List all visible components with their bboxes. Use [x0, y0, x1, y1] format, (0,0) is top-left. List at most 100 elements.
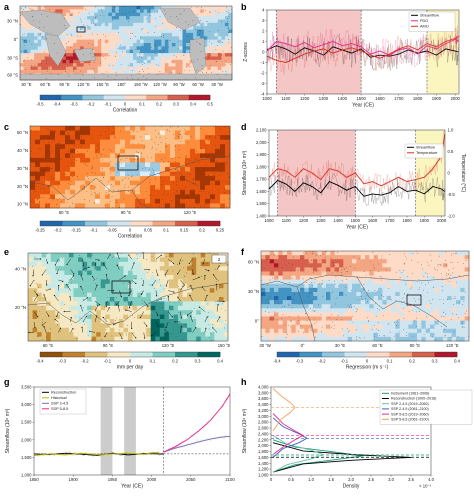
panel-a-colorbar-cell [153, 95, 161, 100]
svg-c-significance-dot [185, 205, 187, 207]
svg-f-cell [330, 324, 336, 330]
svg-a-cell [133, 16, 137, 20]
svg-e-lon-tick: 150 °E [218, 343, 231, 348]
svg-a-cell [65, 36, 70, 41]
svg-c-significance-dot [69, 206, 70, 207]
svg-a-frame [19, 5, 233, 81]
svg-f-cell [261, 320, 266, 326]
svg-a-cell [203, 29, 208, 34]
svg-e-significance-dot [175, 336, 177, 338]
svg-c-cell [175, 126, 181, 131]
svg-e-cell [164, 301, 170, 307]
svg-a-cell [175, 46, 180, 51]
svg-a-cell [111, 49, 116, 54]
svg-f-cell [321, 328, 327, 334]
svg-c-cell [80, 135, 86, 141]
svg-c-significance-dot [91, 168, 93, 169]
svg-a-cell [73, 26, 77, 30]
svg-e-cell [150, 327, 156, 333]
svg-f-cell [282, 300, 288, 305]
svg-c-significance-dot [108, 193, 109, 195]
svg-e-cell [109, 305, 115, 311]
svg-f-cell [291, 324, 297, 330]
svg-c-cell [35, 130, 41, 136]
svg-e-cell [173, 292, 179, 298]
svg-c-cell [105, 203, 111, 209]
svg-f-cell [295, 283, 301, 289]
svg-a-cell [20, 29, 24, 34]
svg-c-cell [170, 203, 176, 209]
svg-a-cell [118, 12, 123, 17]
svg-a-significance-dot [31, 67, 33, 68]
svg-c-cell [45, 203, 51, 209]
svg-a-cell [73, 32, 77, 37]
svg-a-cell [48, 69, 53, 74]
svg-c-cell [210, 176, 216, 182]
svg-e-cell [37, 319, 43, 324]
svg-f-cell [287, 251, 292, 256]
svg-e-cell [96, 288, 102, 293]
svg-e-cell [155, 305, 161, 311]
svg-a-cell [80, 66, 84, 71]
svg-c-cell [205, 148, 211, 154]
svg-e-cell [50, 292, 56, 298]
svg-a-cell [186, 29, 190, 34]
svg-c-significance-dot [204, 204, 205, 206]
svg-c-significance-dot [60, 159, 62, 160]
svg-f-cell [278, 312, 284, 317]
svg-a-significance-dot [66, 42, 67, 44]
svg-c-cell [145, 171, 151, 177]
svg-c-significance-dot [149, 168, 150, 170]
svg-b-series-raw [266, 26, 459, 68]
svg-e-cell [132, 323, 138, 329]
svg-a-significance-dot [79, 49, 81, 51]
svg-e-cell [91, 288, 97, 293]
svg-c-cell [170, 148, 176, 154]
svg-f-cell [295, 304, 301, 309]
svg-c-significance-dot [127, 186, 129, 188]
svg-a-significance-dot [57, 74, 59, 75]
panel-e-wind-vector [32, 269, 35, 276]
panel-e-wind-vector [119, 275, 126, 281]
svg-a-cell [27, 6, 31, 10]
svg-c-significance-dot [51, 179, 53, 180]
svg-a-cell [129, 12, 134, 17]
svg-c-cell [160, 162, 166, 168]
svg-a-cell [150, 29, 155, 34]
svg-e-cell [209, 314, 215, 320]
svg-c-cell [225, 167, 231, 172]
svg-e-cell [64, 288, 70, 293]
svg-e-cell [55, 266, 61, 271]
svg-c-cell [95, 144, 101, 150]
svg-e-cell [128, 283, 133, 289]
svg-f-cell [269, 251, 275, 256]
panel-c-colorbar-cell [137, 221, 146, 226]
svg-f-cell [282, 283, 288, 289]
svg-c-cell [210, 126, 216, 131]
svg-c-significance-dot [31, 199, 33, 201]
svg-a-cell [30, 39, 35, 44]
svg-f-cell [308, 304, 314, 309]
svg-a-cell [164, 29, 169, 34]
svg-a-cell [94, 22, 99, 27]
svg-c-cell [215, 167, 221, 172]
svg-a-cell [221, 63, 226, 67]
svg-c-cell [130, 135, 136, 141]
svg-c-cell [155, 139, 161, 145]
svg-f-cell [343, 312, 349, 317]
svg-f-cell [304, 263, 310, 268]
svg-c-cell [80, 171, 86, 177]
svg-a-cell [161, 19, 166, 24]
svg-c-cell [225, 157, 231, 163]
svg-e-cell [191, 283, 197, 289]
svg-b-x-tick-label: 1000 [262, 96, 272, 101]
svg-c-cell [170, 167, 176, 172]
svg-c-cell [220, 144, 226, 150]
svg-e-significance-dot [225, 319, 227, 321]
svg-c-significance-dot [100, 135, 102, 136]
svg-e-cell [132, 275, 138, 280]
svg-a-cell [111, 69, 116, 74]
svg-a-cell [210, 46, 215, 51]
svg-e-cell [141, 305, 147, 311]
panel-a-colorbar-cell [61, 95, 69, 100]
